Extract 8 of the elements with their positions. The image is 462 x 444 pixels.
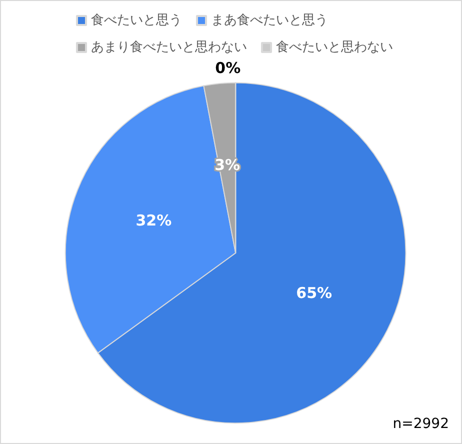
text: n=2992 [392, 416, 449, 432]
legend-label: 食べたいと思う [91, 13, 182, 28]
legend-label: 食べたいと思わない [276, 40, 393, 55]
legend-label: あまり食べたいと思わない [91, 40, 247, 55]
text: 0% [215, 58, 241, 77]
data-label: 32% [136, 212, 172, 230]
data-label: 65% [296, 284, 332, 302]
legend-label: まあ食べたいと思う [211, 13, 328, 28]
